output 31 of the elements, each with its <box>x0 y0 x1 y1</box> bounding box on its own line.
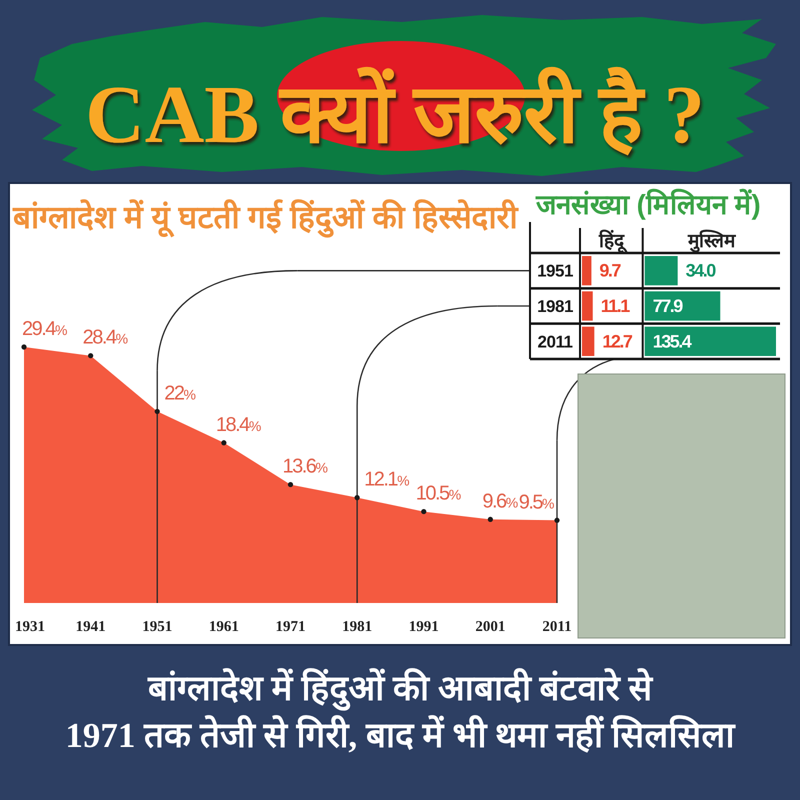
chart-subtitle: बांग्लादेश में यूं घटती गई हिंदुओं की हिस्सेदारी <box>12 199 520 238</box>
data-label: 22% <box>164 382 196 404</box>
data-label: 28.4% <box>82 326 128 349</box>
x-tick-label: 1971 <box>276 619 306 635</box>
data-label: 11.1 <box>600 296 630 316</box>
data-label: 9.7 <box>599 260 622 281</box>
data-label: 12.7 <box>602 331 633 352</box>
series-label: हिंदू <box>598 229 628 254</box>
series-label: मुस्लिम <box>686 229 736 253</box>
data-label: 29.4% <box>22 318 67 340</box>
text: बांग्लादेश में हिंदुओं की आबादी बंटवारे से 1971 तक तेजी से गिरी, बाद में भी थमा नहीं सिलसिला <box>65 668 737 755</box>
data-label: 10.5% <box>416 482 461 505</box>
data-label: 34.0 <box>686 260 716 281</box>
chart-title: जनसंख्या (मिलियन में) <box>535 188 761 220</box>
data-label: 13.6% <box>282 456 328 478</box>
data-label: 135.4 <box>652 331 692 352</box>
y-tick-label: 1981 <box>537 297 573 316</box>
x-tick-label: 1961 <box>208 619 239 635</box>
data-label: 9.5% <box>518 491 554 514</box>
data-label: 77.9 <box>652 296 684 316</box>
x-tick-label: 1981 <box>342 619 372 635</box>
data-label: 9.6% <box>482 490 518 512</box>
x-tick-label: 1931 <box>15 619 45 635</box>
x-tick-label: 1991 <box>408 619 439 635</box>
x-tick-label: 1951 <box>142 619 172 635</box>
y-tick-label: 2011 <box>538 332 572 352</box>
x-tick-label: 1941 <box>76 619 106 635</box>
data-label: 12.1% <box>364 468 410 491</box>
x-tick-label: 2001 <box>475 619 506 635</box>
data-label: 18.4% <box>216 414 261 436</box>
y-tick-label: 1951 <box>537 262 573 281</box>
